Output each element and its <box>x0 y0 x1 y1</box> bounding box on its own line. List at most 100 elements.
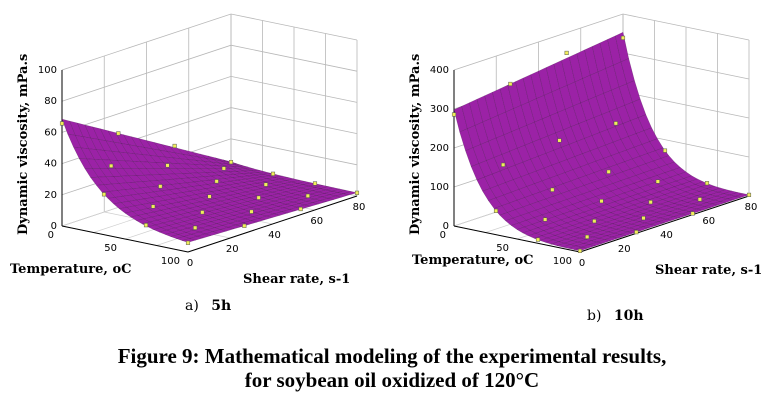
data-marker <box>270 171 276 176</box>
surface-a <box>61 118 358 243</box>
data-marker <box>501 162 506 167</box>
data-marker <box>249 209 254 214</box>
zlabel-b: Dynamic viscosity, mPa.s <box>408 54 423 235</box>
data-marker <box>165 163 170 168</box>
gridline <box>61 75 358 133</box>
tick-labels-a: 0 20 40 60 80 100 0 20 40 60 80 0 50 100 <box>38 65 365 269</box>
data-marker <box>634 230 639 235</box>
z-tick-label: 20 <box>44 190 57 201</box>
data-marker <box>606 169 611 174</box>
data-marker <box>263 182 268 187</box>
data-marker <box>221 166 226 171</box>
data-marker <box>242 223 247 228</box>
x-axis-line <box>187 195 358 253</box>
y-tick-label: 100 <box>553 256 572 267</box>
xlabel-b: Shear rate, s-1 <box>655 263 762 278</box>
data-marker <box>109 163 114 168</box>
data-marker <box>655 179 660 184</box>
data-marker <box>185 240 191 245</box>
subtitle-letter-a: a) <box>185 298 199 314</box>
z-tick-label: 300 <box>430 104 449 115</box>
x-tick-label: 40 <box>268 230 281 241</box>
data-marker <box>143 223 149 228</box>
gridline <box>61 13 358 71</box>
data-marker <box>690 211 695 216</box>
x-tick-label: 80 <box>745 202 758 213</box>
y-tick-label: 0 <box>440 230 446 241</box>
subtitle-letter-b: b) <box>587 308 602 324</box>
x-tick-label: 80 <box>353 202 366 213</box>
data-marker <box>577 248 583 253</box>
data-marker <box>228 160 234 165</box>
z-tick-label: 60 <box>44 127 57 138</box>
xlabel-a: Shear rate, s-1 <box>243 272 350 287</box>
data-marker <box>543 217 548 222</box>
zlabel-a: Dynamic viscosity, mPa.s <box>16 54 31 235</box>
data-marker <box>508 81 513 87</box>
data-markers-b <box>451 35 752 253</box>
data-marker <box>354 190 360 195</box>
subtitle-a: a) 5h <box>185 298 231 314</box>
ylabel-b: Temperature, oC <box>412 253 534 268</box>
subtitle-time-a: 5h <box>211 298 232 314</box>
x-tick-label: 20 <box>226 244 239 255</box>
ylabel-a: Temperature, oC <box>10 262 132 277</box>
data-marker <box>746 192 752 197</box>
tick-labels-b: 0 100 200 300 400 0 20 40 60 80 0 50 100 <box>430 65 757 269</box>
data-marker <box>493 208 499 213</box>
gridline <box>61 44 358 102</box>
y-tick-label: 0 <box>48 230 54 241</box>
data-marker <box>312 181 318 186</box>
x-axis-line <box>579 195 750 253</box>
z-tick-label: 400 <box>430 65 449 76</box>
subtitle-time-b: 10h <box>613 308 644 324</box>
data-marker <box>648 200 653 205</box>
data-marker <box>592 219 597 224</box>
data-marker <box>172 143 177 148</box>
y-axis-line <box>61 225 189 253</box>
data-marker <box>535 237 541 242</box>
y-axis-line <box>453 225 581 253</box>
data-marker <box>599 199 604 204</box>
chart-panel-b: 0 100 200 300 400 0 20 40 60 80 0 50 100 Dynamic vis… <box>392 0 784 330</box>
y-tick-label: 100 <box>161 256 180 267</box>
data-marker <box>59 121 65 126</box>
data-marker <box>214 179 219 184</box>
data-marker <box>305 193 310 198</box>
z-tick-label: 40 <box>44 159 57 170</box>
data-marker <box>256 195 261 200</box>
y-tick-label: 50 <box>104 243 117 254</box>
data-marker <box>704 181 710 186</box>
data-marker <box>101 192 107 197</box>
surface-plot-a: 0 20 40 60 80 100 0 20 40 60 80 0 50 100 Dynamic visc… <box>10 13 365 287</box>
data-marker <box>662 148 668 153</box>
caption-line-2: for soybean oil oxidized of 120°C <box>244 368 540 392</box>
data-marker <box>585 234 590 239</box>
data-marker <box>151 204 156 209</box>
z-tick-label: 0 <box>443 221 449 232</box>
surface-plot-b: 0 100 200 300 400 0 20 40 60 80 0 50 100 Dynamic vis… <box>408 13 762 278</box>
x-tick-label: 20 <box>618 244 631 255</box>
z-tick-label: 80 <box>44 96 57 107</box>
data-marker <box>158 184 163 189</box>
data-marker <box>641 216 646 221</box>
x-tick-label: 60 <box>702 216 715 227</box>
data-marker <box>193 225 198 230</box>
y-tick-label: 50 <box>496 243 509 254</box>
data-marker <box>550 187 555 192</box>
data-marker <box>613 121 618 126</box>
z-tick-label: 100 <box>430 182 449 193</box>
chart-panel-a: 0 20 40 60 80 100 0 20 40 60 80 0 50 100 Dynamic visc… <box>0 0 392 330</box>
x-tick-label: 0 <box>579 258 585 269</box>
z-tick-label: 200 <box>430 143 449 154</box>
x-tick-label: 0 <box>187 258 193 269</box>
z-tick-label: 100 <box>38 65 57 76</box>
data-marker <box>620 35 626 40</box>
data-marker <box>564 50 569 55</box>
data-markers-a <box>59 121 360 245</box>
surface-b <box>453 32 750 251</box>
data-marker <box>200 210 205 215</box>
data-marker <box>116 131 121 136</box>
data-marker <box>451 112 457 117</box>
caption-line-1: Figure 9: Mathematical modeling of the e… <box>117 344 667 368</box>
